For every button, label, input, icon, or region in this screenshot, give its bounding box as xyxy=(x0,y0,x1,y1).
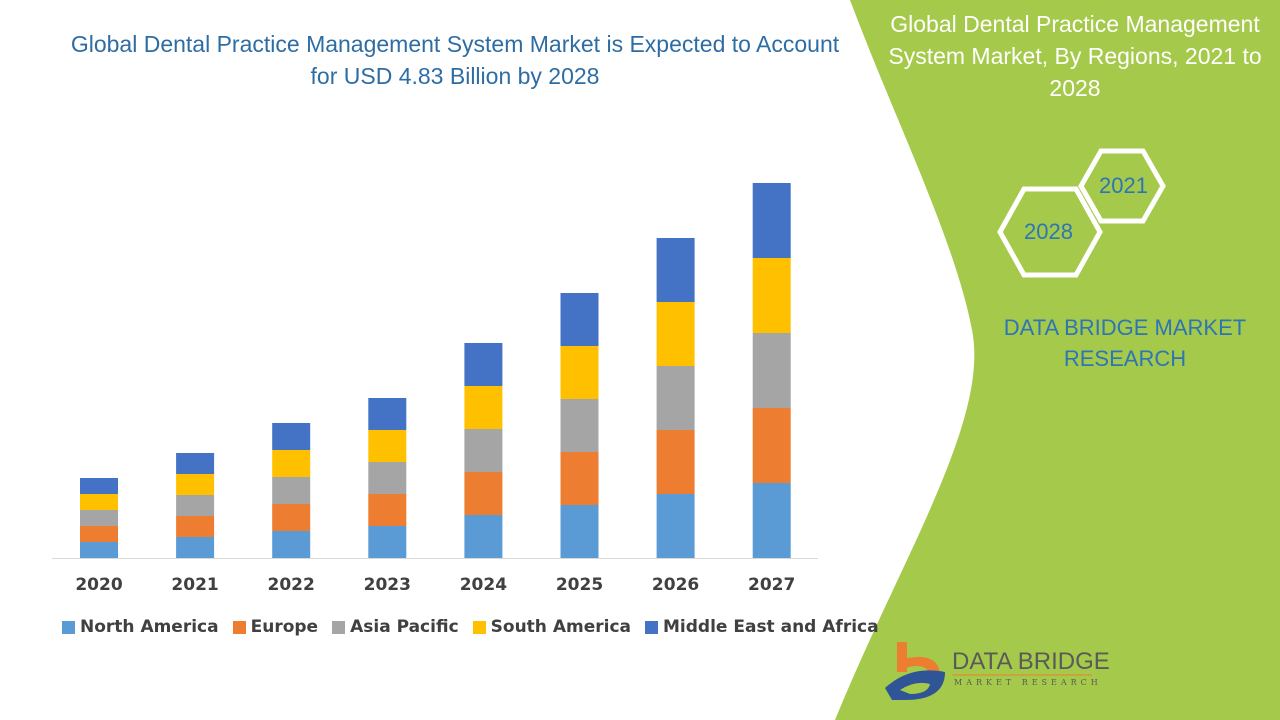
bar-segment-2021-europe xyxy=(176,516,215,537)
x-tick-label-2024: 2024 xyxy=(459,575,508,595)
bar-segment-2023-asia-pacific xyxy=(368,462,407,494)
hexagon-2021 xyxy=(1078,148,1166,224)
legend-swatch xyxy=(332,620,346,634)
bar-segment-2027-north-america xyxy=(752,483,791,558)
bar-segment-2026-europe xyxy=(656,430,695,494)
bar-segment-2027-middle-east-and-africa xyxy=(752,183,791,258)
bar-segment-2024-asia-pacific xyxy=(464,429,503,472)
x-tick-label-2023: 2023 xyxy=(363,575,411,595)
x-tick-label-2025: 2025 xyxy=(555,575,604,595)
bar-segment-2022-middle-east-and-africa xyxy=(272,423,311,450)
x-tick-label-2021: 2021 xyxy=(171,575,219,595)
bar-segment-2022-asia-pacific xyxy=(272,477,311,504)
hex-label-2028: 2028 xyxy=(1024,219,1073,244)
bar-segment-2025-asia-pacific xyxy=(560,399,599,452)
bar-segment-2027-asia-pacific xyxy=(752,333,791,408)
hexagon-2028 xyxy=(997,186,1103,278)
legend: North America Europe Asia Pacific South Ame… xyxy=(62,617,879,637)
legend-swatch xyxy=(232,620,246,634)
bar-segment-2025-europe xyxy=(560,452,599,505)
bar-segment-2023-south-america xyxy=(368,430,407,462)
bars-group xyxy=(80,183,791,558)
bar-segment-2020-middle-east-and-africa xyxy=(80,478,118,494)
bar-segment-2026-south-america xyxy=(656,302,695,366)
legend-item-north-america: North America xyxy=(62,617,219,637)
bar-segment-2027-south-america xyxy=(752,258,791,333)
bar-segment-2020-north-america xyxy=(80,542,118,558)
x-tick-label-2020: 2020 xyxy=(75,575,123,595)
bar-segment-2025-south-america xyxy=(560,346,599,399)
bar-segment-2021-asia-pacific xyxy=(176,495,215,516)
bar-segment-2022-europe xyxy=(272,504,311,531)
legend-item-asia-pacific: Asia Pacific xyxy=(332,617,459,637)
bar-segment-2022-north-america xyxy=(272,531,311,558)
hex-label-2021: 2021 xyxy=(1099,173,1148,198)
green-side-panel xyxy=(835,0,1280,720)
bar-segment-2020-asia-pacific xyxy=(80,510,118,526)
legend-swatch xyxy=(472,620,486,634)
legend-item-europe: Europe xyxy=(232,617,319,637)
legend-label: Asia Pacific xyxy=(350,617,459,637)
bar-segment-2024-south-america xyxy=(464,386,503,429)
bar-segment-2026-middle-east-and-africa xyxy=(656,238,695,302)
x-tick-label-2027: 2027 xyxy=(748,575,796,595)
bar-segment-2021-middle-east-and-africa xyxy=(176,453,215,474)
bar-segment-2024-middle-east-and-africa xyxy=(464,343,503,386)
bar-segment-2023-europe xyxy=(368,494,407,526)
legend-label: Middle East and Africa xyxy=(663,617,879,637)
legend-item-south-america: South America xyxy=(472,617,631,637)
bar-segment-2024-europe xyxy=(464,472,503,515)
bar-segment-2023-middle-east-and-africa xyxy=(368,398,407,430)
bar-segment-2020-europe xyxy=(80,526,118,542)
bar-segment-2025-north-america xyxy=(560,505,599,558)
bar-segment-2021-south-america xyxy=(176,474,215,495)
x-tick-label-2022: 2022 xyxy=(267,575,315,595)
bar-segment-2023-north-america xyxy=(368,526,407,558)
legend-swatch xyxy=(62,620,75,634)
bar-segment-2022-south-america xyxy=(272,450,311,477)
legend-label: North America xyxy=(80,617,219,637)
side-panel-title: Global Dental Practice Management System… xyxy=(888,11,1262,101)
chart-title: Global Dental Practice Management System… xyxy=(70,31,840,89)
bar-segment-2024-north-america xyxy=(464,515,503,558)
legend-swatch xyxy=(645,620,658,634)
logo-icon xyxy=(885,642,945,700)
bar-segment-2026-north-america xyxy=(656,494,695,558)
legend-label: South America xyxy=(490,617,631,637)
bar-segment-2021-north-america xyxy=(176,537,215,558)
legend-item-middle-east-and-africa: Middle East and Africa xyxy=(645,617,879,637)
legend-label: Europe xyxy=(250,617,319,637)
logo-name: DATA BRIDGE xyxy=(952,648,1110,675)
bar-segment-2027-europe xyxy=(752,408,791,483)
bar-segment-2020-south-america xyxy=(80,494,118,510)
logo-tagline: MARKET RESEARCH xyxy=(954,678,1102,687)
bar-segment-2025-middle-east-and-africa xyxy=(560,293,599,346)
brand-text: DATA BRIDGE MARKET RESEARCH xyxy=(1003,315,1247,371)
bar-segment-2026-asia-pacific xyxy=(656,366,695,430)
x-tick-label-2026: 2026 xyxy=(651,575,700,595)
